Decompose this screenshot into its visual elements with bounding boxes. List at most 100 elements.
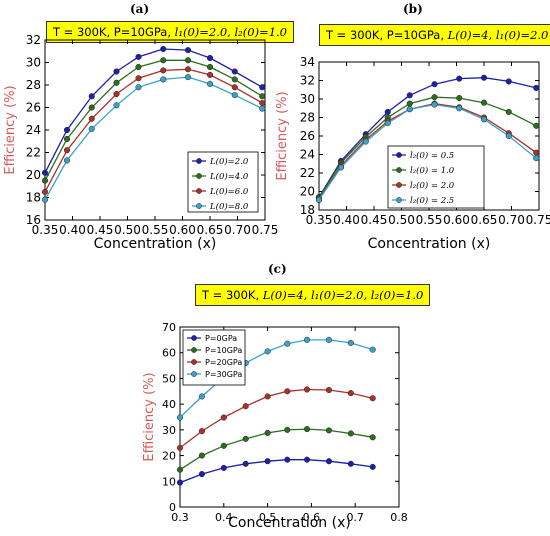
data-point xyxy=(431,81,438,88)
data-point xyxy=(198,428,205,435)
legend-label: l₂(0) = 0.5 xyxy=(410,150,454,161)
data-point xyxy=(206,54,214,62)
legend-marker xyxy=(191,359,197,365)
data-point xyxy=(347,430,354,437)
data-point xyxy=(369,395,376,402)
data-point xyxy=(456,105,463,112)
data-point xyxy=(176,466,184,473)
x-axis-label: Concentration (x) xyxy=(228,515,351,531)
data-point xyxy=(63,126,71,134)
data-point xyxy=(505,132,512,140)
data-point xyxy=(259,93,266,100)
series-line xyxy=(179,428,373,471)
data-point xyxy=(337,164,345,171)
y-tick-label: 0 xyxy=(169,501,176,514)
panel-letter-c: (c) xyxy=(268,262,287,276)
series-line xyxy=(44,68,263,193)
x-tick-label: 0.40 xyxy=(333,213,360,227)
conditions-mid: L(0)=4, xyxy=(447,28,496,42)
chart-2: 0.3 0.4 0.5 0.6 0.7 0.8 0 10 20 30 40 50 60 70 Concent… xyxy=(142,321,408,531)
data-point xyxy=(231,92,238,99)
series-2 xyxy=(41,66,266,195)
series-1 xyxy=(41,57,266,184)
x-tick-label: 0.3 xyxy=(171,511,189,524)
series-3 xyxy=(315,101,540,203)
y-tick-label: 30 xyxy=(162,424,176,437)
data-point xyxy=(284,340,291,347)
data-point xyxy=(176,444,184,451)
data-point xyxy=(406,100,413,107)
data-point xyxy=(41,188,49,195)
x-tick-label: 0.50 xyxy=(114,223,141,237)
x-tick-label: 0.35 xyxy=(306,213,333,227)
x-tick-label: 0.7 xyxy=(346,511,364,524)
data-point xyxy=(303,386,311,393)
series-line xyxy=(44,48,263,174)
y-tick-label: 32 xyxy=(300,74,315,88)
data-point xyxy=(160,67,167,74)
data-point xyxy=(315,196,323,203)
data-point xyxy=(206,63,214,71)
data-point xyxy=(135,75,142,82)
data-point xyxy=(160,57,167,64)
conditions-mid: L(0)=4, l₁(0)=2.0, xyxy=(262,288,371,302)
conditions-prefix: T = 300K, P=10GPa, xyxy=(326,28,448,42)
x-tick-label: 0.8 xyxy=(390,511,408,524)
y-tick-label: 16 xyxy=(26,213,41,227)
conditions-box-c: T = 300K, L(0)=4, l₁(0)=2.0, l₂(0)=1.0 xyxy=(195,284,431,306)
y-tick-label: 24 xyxy=(26,123,41,137)
chart-1: 0.35 0.40 0.45 0.50 0.55 0.60 0.65 0.70 0.75 18 20… xyxy=(275,55,550,252)
data-point xyxy=(325,427,332,434)
y-tick-label: 22 xyxy=(26,146,41,160)
series-3 xyxy=(176,336,376,421)
data-point xyxy=(533,155,540,162)
data-point xyxy=(176,414,184,421)
data-point xyxy=(242,403,249,410)
y-tick-label: 18 xyxy=(26,191,41,205)
data-point xyxy=(456,75,463,82)
data-point xyxy=(303,456,311,463)
series-3 xyxy=(41,74,266,203)
data-point xyxy=(264,458,271,465)
x-tick-label: 0.35 xyxy=(32,223,59,237)
data-point xyxy=(431,94,438,101)
x-tick-label: 0.45 xyxy=(87,223,114,237)
data-point xyxy=(135,84,142,91)
data-point xyxy=(456,95,463,102)
series-line xyxy=(44,59,263,181)
data-point xyxy=(88,125,95,132)
conditions-box-a: T = 300K, P=10GPa, l₁(0)=2.0, l₂(0)=1.0 xyxy=(46,21,295,43)
data-point xyxy=(480,74,488,81)
x-tick-label: 0.6 xyxy=(303,511,321,524)
data-point xyxy=(406,92,413,99)
legend-label: l₂(0) = 1.0 xyxy=(410,165,455,176)
y-tick-label: 50 xyxy=(162,372,176,385)
conditions-box-b: T = 300K, P=10GPa, L(0)=4, l₁(0)=2.0 xyxy=(319,24,550,46)
data-point xyxy=(220,414,227,421)
y-tick-label: 22 xyxy=(300,166,315,180)
data-point xyxy=(135,63,142,71)
y-tick-label: 10 xyxy=(162,475,176,488)
data-point xyxy=(41,196,49,203)
data-point xyxy=(41,177,49,184)
data-point xyxy=(264,393,271,400)
data-point xyxy=(231,68,238,75)
legend-marker xyxy=(191,347,197,353)
x-axis-label: Concentration (x) xyxy=(94,236,217,252)
data-point xyxy=(369,346,376,353)
data-point xyxy=(505,108,512,115)
data-point xyxy=(259,99,266,107)
x-tick-label: 0.75 xyxy=(252,223,279,237)
data-point xyxy=(184,66,192,73)
series-line xyxy=(318,77,537,198)
x-tick-label: 0.65 xyxy=(197,223,224,237)
data-point xyxy=(113,90,120,98)
data-point xyxy=(242,435,249,442)
data-point xyxy=(347,460,354,467)
series-line xyxy=(179,459,373,484)
data-point xyxy=(284,426,291,433)
data-point xyxy=(284,456,291,463)
data-point xyxy=(303,426,311,433)
data-point xyxy=(369,463,376,470)
